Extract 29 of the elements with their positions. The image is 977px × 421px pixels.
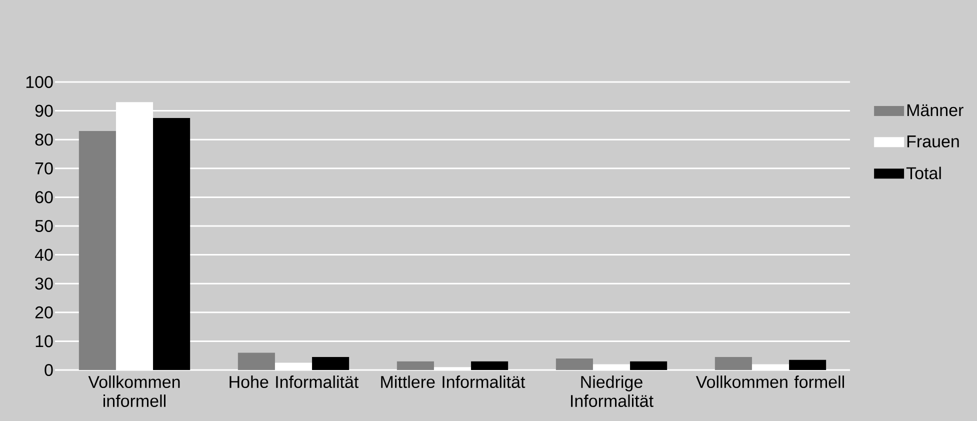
bar: [714, 357, 752, 370]
x-tick-label: Mittlere Informalität: [381, 376, 526, 388]
bar: [789, 360, 826, 370]
y-tick-label: 0: [44, 364, 53, 376]
y-tick-label: 80: [35, 134, 53, 146]
x-tick-label: Vollkommen informell: [88, 376, 180, 408]
y-tick-label: 60: [35, 191, 53, 204]
bar: [153, 118, 190, 370]
y-tick-label: 50: [35, 220, 53, 232]
y-tick-label: 100: [26, 76, 53, 88]
y-tick-label: 40: [34, 248, 53, 261]
bar: [396, 361, 434, 370]
bar: [471, 361, 508, 370]
bar: [312, 357, 350, 370]
bar: [238, 352, 275, 370]
x-tick-label: Hohe Informalität: [230, 376, 359, 388]
x-tick-label: Niedrige Informalität: [571, 376, 654, 408]
bar: [78, 130, 116, 370]
y-tick-label: 10: [36, 335, 53, 348]
x-tick-label: Vollkommen formell: [696, 376, 844, 388]
y-tick-label: 90: [35, 104, 53, 117]
y-tick-label: 30: [35, 278, 53, 290]
bar: [630, 361, 668, 370]
y-tick-label: 70: [35, 162, 53, 174]
legend-label: Frauen: [907, 136, 959, 148]
legend-label: Männer: [907, 104, 964, 116]
bar: [556, 358, 593, 370]
legend-label: Total: [906, 166, 941, 180]
y-tick-label: 20: [35, 306, 53, 318]
